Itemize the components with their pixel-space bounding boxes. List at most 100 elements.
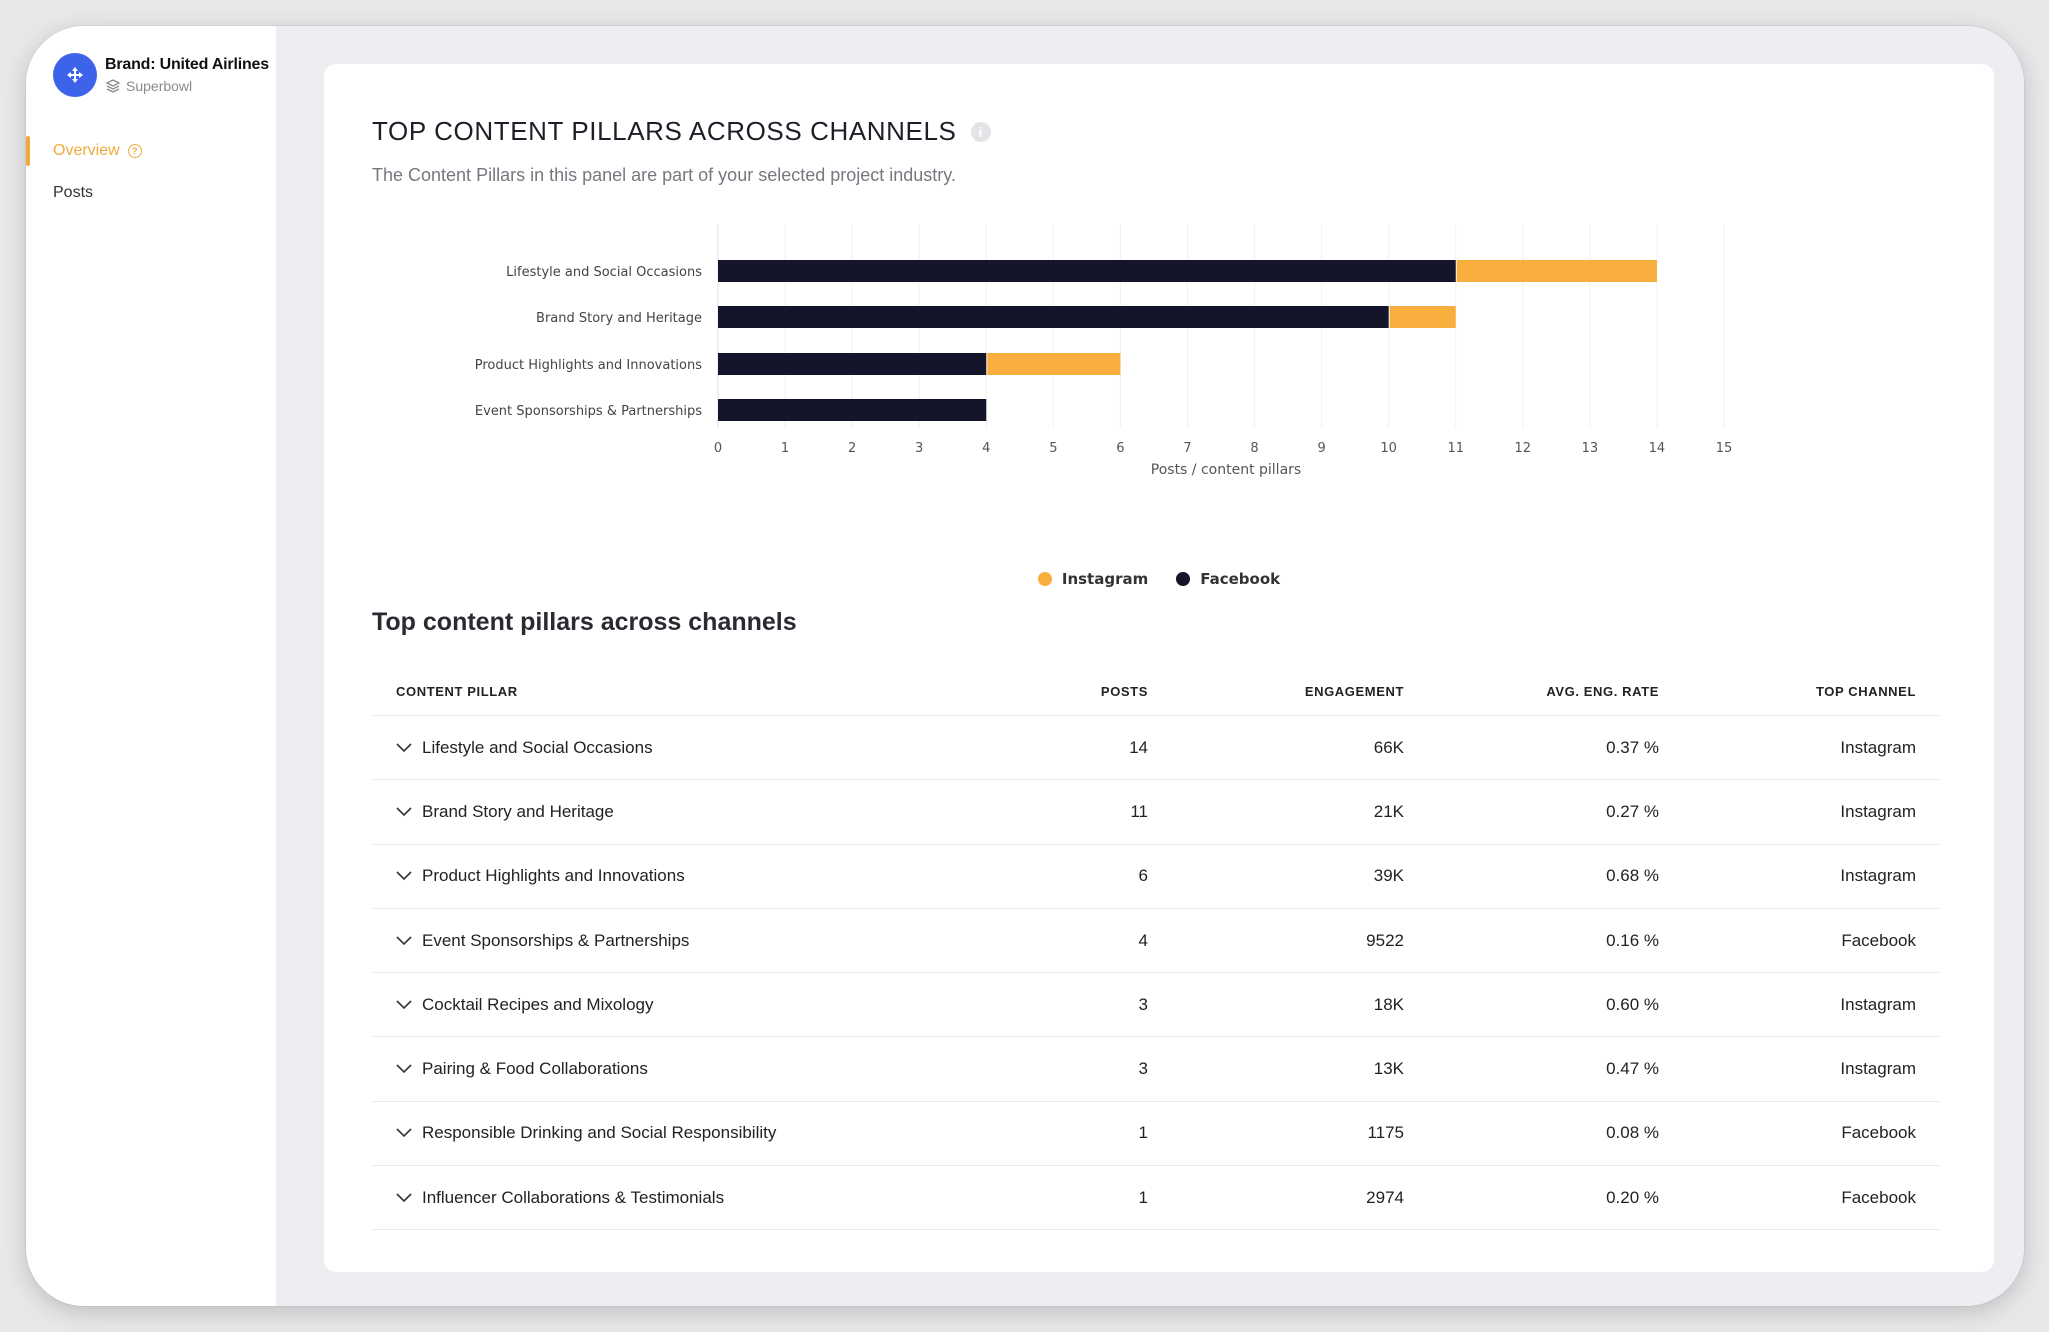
top-channel-cell: Facebook (1841, 1123, 1916, 1143)
table-header: CONTENT PILLAR POSTS ENGAGEMENT AVG. ENG… (372, 668, 1940, 716)
legend-label: Instagram (1061, 570, 1149, 588)
top-channel-cell: Instagram (1840, 737, 1916, 757)
table-row[interactable]: Product Highlights and Innovations 6 39K 0.… (372, 845, 1940, 909)
table-title: Top content pillars across channels (372, 608, 797, 636)
top-channel-cell: Instagram (1840, 1059, 1916, 1079)
x-tick-label: 12 (1515, 441, 1532, 456)
engagement-cell: 2974 (1366, 1187, 1404, 1207)
pillar-cell: Influencer Collaborations & Testimonials (396, 1188, 724, 1208)
bar-facebook[interactable] (718, 260, 1456, 282)
engagement-cell: 21K (1373, 801, 1404, 821)
table-row[interactable]: Event Sponsorships & Partnerships 4 9522 0.… (372, 909, 1940, 974)
table-row[interactable]: Responsible Drinking and Social Responsi… (372, 1102, 1940, 1167)
header-content-pillar[interactable]: CONTENT PILLAR (396, 684, 518, 699)
table-body: Lifestyle and Social Occasions 14 66K 0.37 … (372, 716, 1940, 1231)
legend-dot-facebook (1176, 572, 1191, 586)
table-row[interactable]: Brand Story and Heritage 11 21K 0.27 % Insta… (372, 780, 1940, 845)
posts-cell: 3 (1138, 994, 1148, 1014)
pillar-name: Pairing & Food Collaborations (422, 1059, 648, 1079)
bar-instagram[interactable] (987, 353, 1121, 375)
chevron-down-icon[interactable] (396, 1064, 412, 1074)
header-avg-eng-rate[interactable]: AVG. ENG. RATE (1546, 684, 1659, 699)
y-tick-label: Event Sponsorships & Partnerships (475, 404, 702, 419)
bar-facebook[interactable] (718, 353, 987, 375)
help-icon[interactable]: ? (127, 144, 142, 158)
brand-project: Superbowl (105, 78, 269, 94)
x-tick-label: 13 (1582, 441, 1599, 456)
chevron-down-icon[interactable] (396, 1193, 412, 1203)
brand-name: Brand: United Airlines (105, 56, 269, 73)
bar-instagram[interactable] (1456, 260, 1657, 282)
brand-logo-icon (53, 53, 97, 97)
x-tick-label: 10 (1380, 441, 1397, 456)
x-tick-label: 9 (1317, 441, 1325, 456)
posts-cell: 1 (1138, 1187, 1148, 1207)
sidebar: Brand: United Airlines Superbowl Overvie… (26, 26, 276, 1306)
chevron-down-icon[interactable] (396, 1000, 412, 1010)
pillar-name: Responsible Drinking and Social Responsi… (422, 1123, 777, 1143)
chevron-down-icon[interactable] (396, 935, 412, 946)
x-tick-label: 15 (1716, 441, 1733, 456)
y-tick-label: Lifestyle and Social Occasions (506, 265, 702, 280)
y-tick-label: Brand Story and Heritage (536, 311, 702, 326)
sidebar-item-posts[interactable]: Posts (26, 172, 276, 214)
chevron-down-icon[interactable] (396, 871, 412, 881)
posts-cell: 6 (1138, 866, 1148, 886)
pillar-name: Lifestyle and Social Occasions (422, 737, 653, 757)
sidebar-nav: Overview ? Posts (26, 130, 276, 214)
x-tick-label: 6 (1116, 441, 1124, 456)
avg-eng-rate-cell: 0.37 % (1606, 737, 1659, 757)
app-window: Brand: United Airlines Superbowl Overvie… (26, 26, 2024, 1306)
brand-project-label: Superbowl (126, 78, 193, 94)
content-pillars-panel: TOP CONTENT PILLARS ACROSS CHANNELS i Th… (324, 64, 1994, 1272)
top-channel-cell: Instagram (1840, 801, 1916, 821)
sidebar-item-label: Posts (53, 184, 94, 201)
chart-legend: Instagram Facebook (324, 570, 1994, 588)
header-engagement[interactable]: ENGAGEMENT (1304, 684, 1404, 699)
pillar-name: Brand Story and Heritage (422, 801, 614, 821)
avg-eng-rate-cell: 0.68 % (1606, 866, 1659, 886)
chevron-down-icon[interactable] (396, 743, 412, 753)
bar-instagram[interactable] (1389, 306, 1456, 328)
legend-label: Facebook (1200, 570, 1281, 588)
header-top-channel[interactable]: TOP CHANNEL (1815, 684, 1916, 699)
avg-eng-rate-cell: 0.08 % (1606, 1123, 1659, 1143)
avg-eng-rate-cell: 0.60 % (1606, 994, 1659, 1014)
engagement-cell: 9522 (1366, 930, 1404, 950)
header-posts[interactable]: POSTS (1100, 684, 1148, 699)
pillar-name: Influencer Collaborations & Testimonials (422, 1187, 725, 1207)
x-tick-label: 1 (781, 441, 789, 456)
engagement-cell: 39K (1373, 866, 1404, 886)
table-row[interactable]: Influencer Collaborations & Testimonials… (372, 1166, 1940, 1231)
posts-cell: 1 (1138, 1123, 1148, 1143)
layers-icon (105, 79, 121, 93)
x-tick-label: 8 (1250, 441, 1258, 456)
engagement-cell: 1175 (1367, 1123, 1404, 1143)
chevron-down-icon[interactable] (396, 1128, 412, 1138)
legend-item-facebook[interactable]: Facebook (1176, 570, 1280, 588)
bar-facebook[interactable] (718, 306, 1389, 328)
bar-facebook[interactable] (718, 399, 987, 421)
panel-title: TOP CONTENT PILLARS ACROSS CHANNELS (372, 116, 957, 146)
engagement-cell: 13K (1373, 1059, 1404, 1079)
x-axis-label: Posts / content pillars (1151, 462, 1301, 478)
sidebar-item-overview[interactable]: Overview ? (26, 130, 276, 172)
posts-cell: 4 (1138, 930, 1148, 950)
x-tick-label: 3 (915, 441, 923, 456)
engagement-cell: 18K (1373, 994, 1404, 1014)
table-row[interactable]: Cocktail Recipes and Mixology 3 18K 0.60 % I… (372, 973, 1940, 1038)
top-channel-cell: Facebook (1841, 1187, 1916, 1207)
x-tick-label: 2 (848, 441, 856, 456)
chevron-down-icon[interactable] (396, 807, 412, 817)
x-tick-label: 14 (1649, 441, 1666, 456)
pillar-cell: Brand Story and Heritage (396, 802, 614, 822)
brand-header[interactable]: Brand: United Airlines Superbowl (53, 53, 269, 97)
table-row[interactable]: Lifestyle and Social Occasions 14 66K 0.37 … (372, 716, 1940, 781)
legend-item-instagram[interactable]: Instagram (1037, 570, 1149, 588)
posts-cell: 3 (1138, 1059, 1148, 1079)
avg-eng-rate-cell: 0.27 % (1606, 801, 1659, 821)
table-row[interactable]: Pairing & Food Collaborations 3 13K 0.47 % I… (372, 1037, 1940, 1102)
avg-eng-rate-cell: 0.16 % (1606, 930, 1659, 950)
info-icon[interactable]: i (970, 121, 991, 142)
